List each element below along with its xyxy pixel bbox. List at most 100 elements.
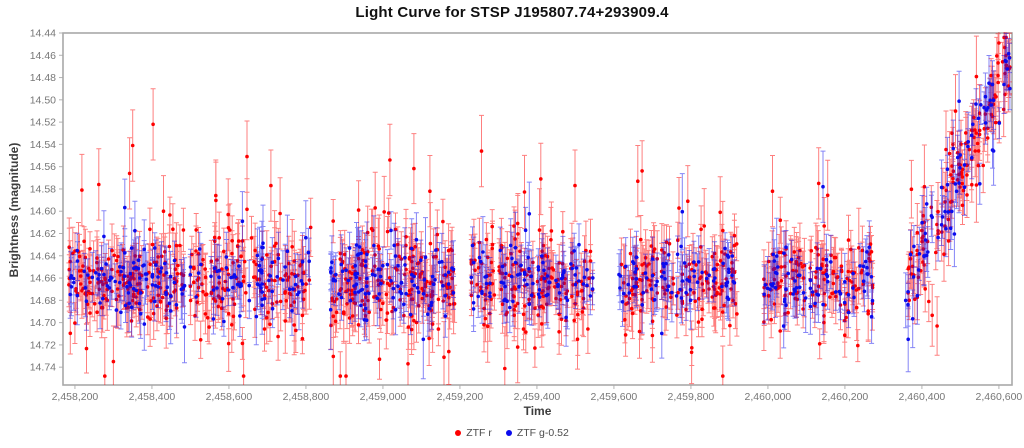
data-point [545,274,550,278]
data-point [111,359,116,364]
data-point [666,284,671,289]
data-point [828,295,832,299]
data-point [692,260,696,264]
data-point [966,140,970,144]
data-point [377,292,382,296]
data-point [127,301,131,306]
data-point [798,285,802,290]
data-point [283,319,288,323]
data-point [328,307,333,312]
data-point [378,281,383,286]
data-point [367,291,371,296]
data-point [838,291,843,296]
data-point [786,310,790,315]
data-point [829,260,833,264]
x-tick-label: 2,460,400 [899,391,946,403]
data-point [782,251,786,255]
data-point [364,284,369,289]
data-point [929,214,934,218]
data-point [689,350,694,355]
data-point [955,155,960,160]
data-point [960,175,965,179]
data-point [334,310,339,315]
data-point [825,274,830,279]
data-point [442,355,446,360]
data-point [230,239,234,243]
data-point [776,265,780,269]
y-tick-label: 14.46 [30,50,56,62]
data-point [715,262,720,267]
data-point [231,275,235,279]
data-point [825,279,830,284]
data-point [569,262,573,266]
data-point [819,266,823,271]
data-point [637,329,642,334]
data-point [564,315,568,320]
data-point [265,253,269,257]
data-point [580,310,585,314]
data-point [518,272,522,276]
data-point [866,311,870,316]
data-point [817,342,822,346]
data-point [527,266,531,271]
data-point [141,264,145,268]
data-point [700,270,704,275]
data-point [973,149,977,153]
data-point [523,228,528,233]
data-point [423,255,428,260]
data-point [217,268,221,273]
chart-title: Light Curve for STSP J195807.74+293909.4 [355,4,669,21]
data-point [525,282,529,287]
data-point [792,250,797,254]
data-point [428,189,432,193]
data-point [363,306,368,311]
data-point [529,274,534,279]
data-point [576,312,580,317]
data-point [588,294,593,298]
data-point [957,181,961,185]
data-point [680,209,685,214]
data-point [78,274,83,278]
data-point [393,308,398,312]
data-point [153,246,157,250]
y-tick-label: 14.44 [30,28,56,40]
data-point [273,278,277,283]
data-point [544,293,549,298]
data-point [220,297,225,301]
data-point [159,266,164,270]
data-point [377,247,382,251]
data-point [846,238,851,242]
data-point [670,290,674,295]
data-point [393,254,398,258]
data-point [688,287,693,292]
data-point [127,171,132,176]
data-point [548,280,552,285]
data-point [582,275,587,280]
data-point [808,286,813,291]
data-point [339,262,344,267]
data-point [830,291,834,296]
data-point [129,305,134,310]
data-point [650,333,655,338]
data-point [707,273,711,278]
data-point [150,283,155,287]
data-point [962,185,967,190]
data-point [678,287,682,292]
data-point [192,280,196,285]
data-point [99,266,104,271]
data-point [778,218,783,222]
data-point [954,189,959,194]
data-point [851,271,855,276]
data-point [557,330,561,334]
data-point [421,292,426,296]
data-point [704,276,709,281]
data-point [292,323,297,327]
data-point [214,198,218,203]
data-point [364,318,369,323]
data-point [384,292,389,297]
legend-label-ztf-g: ZTF g-0.52 [516,427,569,439]
x-axis-label: Time [523,404,552,418]
data-point [88,311,92,315]
data-point [278,211,282,216]
